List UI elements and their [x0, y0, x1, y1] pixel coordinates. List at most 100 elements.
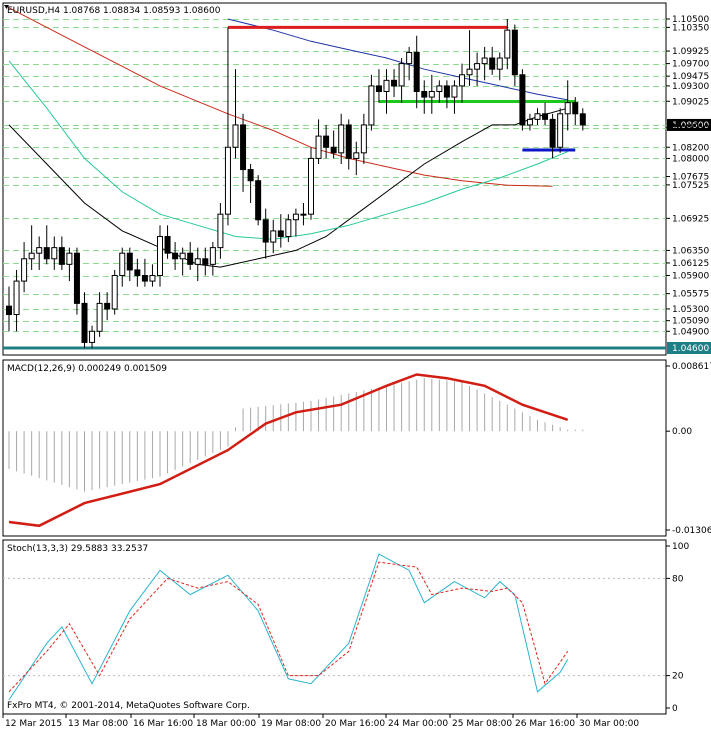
candle — [89, 325, 96, 348]
candle — [511, 24, 518, 86]
candle-body-bear — [164, 235, 171, 254]
candle — [104, 292, 111, 321]
candle — [572, 97, 579, 125]
candle-body-bear — [579, 113, 586, 126]
price-axis-label: 1.10350 — [672, 23, 709, 33]
price-panel: EURUSD,H4 1.08768 1.08834 1.08593 1.0860… — [3, 5, 711, 354]
candle-body-bear — [141, 275, 148, 282]
macd-axis-label: -0.013061 — [672, 526, 711, 536]
time-axis-label: 18 Mar 00:00 — [196, 719, 256, 729]
current-price-box — [667, 118, 711, 131]
time-axis-label: 20 Mar 16:00 — [325, 719, 385, 729]
candle-body-bear — [172, 252, 179, 260]
candle — [534, 108, 541, 125]
candle — [345, 119, 352, 170]
candle-body-bull — [36, 247, 43, 254]
candle — [383, 69, 390, 114]
candle-body-bull — [504, 29, 511, 59]
candle — [36, 236, 43, 270]
moving-average-ma_red — [8, 7, 553, 187]
macd-panel: MACD(12,26,9) 0.000249 0.001509 0.008617 0… — [7, 362, 711, 536]
current-price-label: 1.08600 — [672, 121, 709, 131]
candle — [398, 58, 405, 103]
candle-body-bear — [187, 252, 194, 265]
candle-body-bull — [232, 124, 239, 148]
price-axis-label: 1.09300 — [672, 82, 709, 92]
candle — [451, 80, 458, 114]
price-axis-label: 1.05575 — [672, 290, 709, 300]
candle-body-bull — [13, 280, 20, 316]
candle-body-bear — [134, 269, 141, 277]
candle — [141, 258, 148, 287]
stoch-panel-frame — [2, 539, 667, 715]
candle-body-bull — [360, 124, 367, 154]
candle-body-bull — [481, 57, 488, 65]
time-axis-label: 24 Mar 00:00 — [388, 719, 448, 729]
time-axis-label: 25 Mar 08:00 — [452, 719, 512, 729]
candle-body-bear — [58, 247, 65, 265]
candle-body-bear — [542, 113, 549, 120]
candle-body-bull — [66, 252, 73, 265]
candle-body-bull — [270, 230, 277, 243]
candle — [179, 247, 186, 276]
candle-body-bull — [119, 252, 126, 277]
candle — [549, 113, 556, 159]
candle — [224, 27, 231, 226]
chart-header: EURUSD,H4 1.08768 1.08834 1.08593 1.0860… — [7, 6, 221, 16]
stoch-signal-line — [8, 561, 569, 693]
candle-body-bull — [406, 51, 413, 65]
candle-body-bull — [96, 302, 103, 332]
candle-body-bear — [255, 180, 262, 221]
candle-body-bear — [391, 79, 398, 87]
price-axis-label: 1.07675 — [672, 173, 709, 183]
candle-body-bear — [277, 230, 284, 237]
candle — [579, 108, 586, 131]
time-axis-label: 30 Mar 00:00 — [579, 719, 639, 729]
candle-body-bull — [474, 63, 481, 70]
candle-body-bull — [308, 157, 314, 215]
candle — [217, 203, 224, 259]
candle-body-bull — [209, 247, 216, 265]
time-axis-label: 26 Mar 16:00 — [515, 719, 575, 729]
macd-title: MACD(12,26,9) 0.000249 0.001509 — [7, 364, 167, 374]
candle — [375, 69, 382, 103]
candle — [111, 269, 118, 315]
macd-axis-label: 0.00 — [672, 427, 692, 437]
candle-body-bear — [330, 146, 337, 154]
candle — [172, 242, 179, 270]
candle — [262, 208, 269, 259]
stoch-axis-label: 100 — [672, 542, 689, 552]
stoch-axis-label: 80 — [672, 574, 684, 584]
price-axis-label: 1.07525 — [672, 181, 709, 191]
base-price-box — [667, 342, 711, 354]
price-axis-label: 1.04600 — [672, 344, 709, 354]
moving-average-ma_green — [8, 60, 568, 240]
candle — [557, 108, 564, 153]
candle — [164, 225, 171, 259]
candle — [421, 80, 428, 114]
candle-body-bear — [345, 124, 352, 159]
candle-body-bull — [496, 57, 503, 70]
candle-body-bull — [466, 68, 473, 76]
candle — [51, 236, 58, 270]
candle — [481, 46, 488, 81]
candle — [459, 63, 465, 103]
candle — [315, 119, 322, 164]
candle — [126, 247, 133, 282]
candle-body-bull — [292, 213, 299, 221]
price-axis-label: 1.08000 — [672, 154, 709, 164]
candle — [134, 258, 141, 287]
time-axis-label: 12 Mar 2015 — [5, 719, 62, 729]
candle — [413, 35, 420, 109]
candle-body-bear — [81, 302, 88, 343]
price-axis-label: 1.06350 — [672, 246, 709, 256]
candle — [209, 242, 216, 276]
candle-body-bull — [368, 85, 375, 126]
candle-body-bull — [338, 124, 345, 154]
moving-average-ma_blue — [227, 18, 568, 101]
candle — [330, 130, 337, 159]
price-axis-label: 1.09025 — [672, 97, 709, 107]
candle — [157, 225, 163, 287]
candle-body-bear — [511, 29, 518, 76]
price-axis-label: 1.05090 — [672, 317, 709, 327]
